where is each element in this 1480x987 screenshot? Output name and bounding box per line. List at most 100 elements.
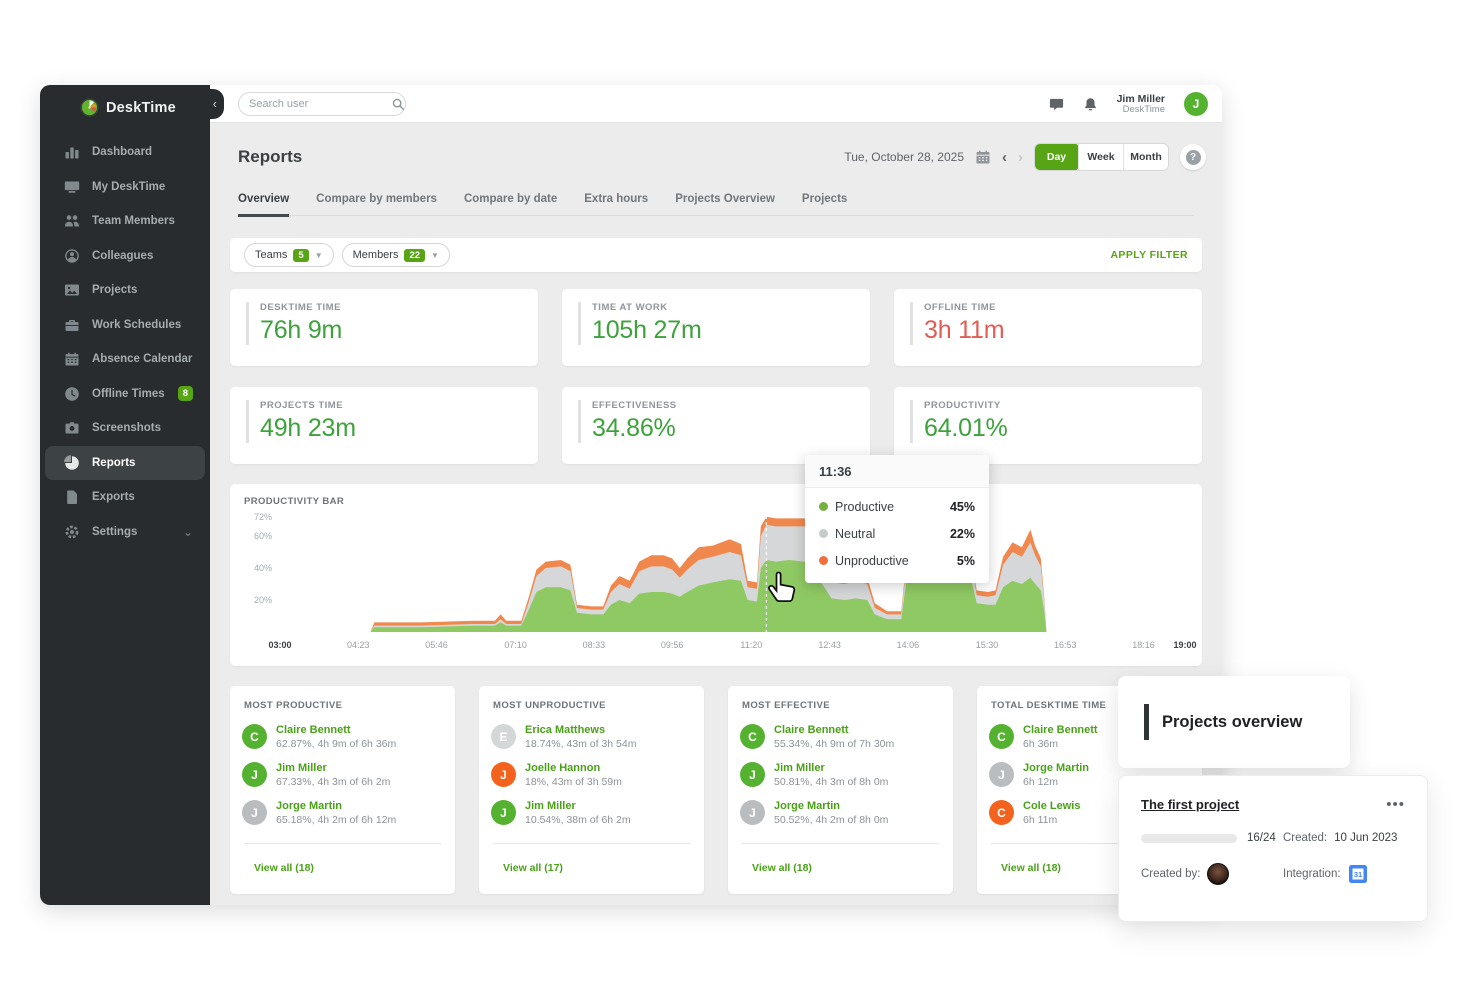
view-all-link[interactable]: View all (17) xyxy=(503,862,563,874)
view-all-link[interactable]: View all (18) xyxy=(752,862,812,874)
tooltip-label: Unproductive xyxy=(835,553,909,568)
avatar: J xyxy=(989,762,1014,787)
stat-value: 3h 11m xyxy=(924,316,1005,344)
avatar: J xyxy=(242,800,267,825)
teams-dropdown[interactable]: Teams 5 ▼ xyxy=(244,243,334,267)
sidebar-item-label: Reports xyxy=(92,456,136,469)
members-dropdown[interactable]: Members 22 ▼ xyxy=(341,243,450,267)
person-name[interactable]: Jorge Martin xyxy=(774,800,841,812)
search-input[interactable] xyxy=(249,98,391,110)
tooltip-value: 45% xyxy=(949,499,975,514)
topbar-right: Jim Miller DeskTime J xyxy=(1049,85,1208,123)
apply-filter-button[interactable]: APPLY FILTER xyxy=(1110,249,1188,261)
tab-extra-hours[interactable]: Extra hours xyxy=(584,193,649,205)
dashboard-icon xyxy=(64,144,80,160)
range-button-month[interactable]: Month xyxy=(1123,144,1168,170)
google-calendar-icon[interactable]: 31 xyxy=(1348,864,1368,884)
sidebar-item-screenshots[interactable]: Screenshots xyxy=(45,411,205,446)
avatar: C xyxy=(242,724,267,749)
x-tick-label: 15:30 xyxy=(975,640,999,650)
x-tick-label: 16:53 xyxy=(1054,640,1077,650)
help-button[interactable]: ? xyxy=(1180,144,1206,170)
person-name[interactable]: Jim Miller xyxy=(276,762,327,774)
person-row[interactable]: E Erica Matthews 18.74%, 43m of 3h 54m xyxy=(491,724,690,750)
tab-projects-overview[interactable]: Projects Overview xyxy=(675,193,775,205)
person-name[interactable]: Jorge Martin xyxy=(276,800,343,812)
user-avatar[interactable]: J xyxy=(1184,92,1208,116)
search-icon[interactable] xyxy=(391,97,405,111)
stat-card-time-at-work: TIME AT WORK 105h 27m xyxy=(562,289,870,366)
person-row[interactable]: J Jorge Martin 6h 12m xyxy=(989,762,1188,788)
person-name[interactable]: Claire Bennett xyxy=(276,724,351,736)
chat-icon[interactable] xyxy=(1049,97,1064,112)
topbar: Jim Miller DeskTime J xyxy=(210,85,1222,123)
person-row[interactable]: C Cole Lewis 6h 11m xyxy=(989,800,1188,826)
prev-day-button[interactable]: ‹ xyxy=(1002,148,1007,166)
tab-overview[interactable]: Overview xyxy=(238,193,290,217)
tab-projects[interactable]: Projects xyxy=(801,193,848,205)
person-row[interactable]: C Claire Bennett 6h 36m xyxy=(989,724,1188,750)
person-detail: 18.74%, 43m of 3h 54m xyxy=(525,738,637,750)
person-row[interactable]: J Jim Miller 10.54%, 38m of 6h 2m xyxy=(491,800,690,826)
avatar: J xyxy=(740,800,765,825)
avatar: J xyxy=(491,800,516,825)
person-detail: 50.81%, 4h 3m of 8h 0m xyxy=(774,776,889,788)
productivity-area-chart[interactable] xyxy=(280,504,1185,636)
sidebar-item-settings[interactable]: Settings ⌄ xyxy=(45,515,205,550)
bell-icon[interactable] xyxy=(1083,97,1098,112)
board-title: MOST PRODUCTIVE xyxy=(244,700,343,711)
user-info[interactable]: Jim Miller DeskTime xyxy=(1117,93,1165,116)
members-count-badge: 22 xyxy=(404,248,426,262)
person-name[interactable]: Jim Miller xyxy=(774,762,825,774)
person-name[interactable]: Claire Bennett xyxy=(1023,724,1098,736)
view-all-link[interactable]: View all (18) xyxy=(254,862,314,874)
person-name[interactable]: Erica Matthews xyxy=(525,724,606,736)
tab-compare-by-members[interactable]: Compare by members xyxy=(316,193,437,205)
person-row[interactable]: J Joelle Hannon 18%, 43m of 3h 59m xyxy=(491,762,690,788)
avatar: C xyxy=(989,800,1014,825)
monitor-icon xyxy=(64,179,80,195)
person-name[interactable]: Joelle Hannon xyxy=(525,762,601,774)
board-card-most-effective: MOST EFFECTIVE C Claire Bennett 55.34%, 4h … xyxy=(728,686,953,894)
stat-card-offline-time: OFFLINE TIME 3h 11m xyxy=(894,289,1202,366)
person-name[interactable]: Jim Miller xyxy=(525,800,576,812)
created-by-label: Created by: xyxy=(1141,868,1201,880)
sidebar-item-projects[interactable]: Projects xyxy=(45,273,205,308)
sidebar-item-work-schedules[interactable]: Work Schedules xyxy=(45,308,205,343)
sidebar-item-colleagues[interactable]: Colleagues xyxy=(45,239,205,274)
range-button-week[interactable]: Week xyxy=(1078,144,1123,170)
creator-avatar[interactable] xyxy=(1207,863,1230,885)
view-all-link[interactable]: View all (18) xyxy=(1001,862,1061,874)
person-name[interactable]: Cole Lewis xyxy=(1023,800,1081,812)
sidebar-collapse-button[interactable]: ‹ xyxy=(200,89,224,119)
tab-compare-by-date[interactable]: Compare by date xyxy=(463,193,558,205)
person-row[interactable]: C Claire Bennett 55.34%, 4h 9m of 7h 30m xyxy=(740,724,939,750)
chevron-down-icon: ⌄ xyxy=(182,524,193,539)
projects-overview-card[interactable]: Projects overview xyxy=(1118,676,1350,768)
project-title-link[interactable]: The first project xyxy=(1141,797,1240,812)
next-day-button[interactable]: › xyxy=(1018,148,1023,166)
stats-grid: DESKTIME TIME 76h 9m TIME AT WORK 105h 27m O… xyxy=(230,289,1202,464)
y-tick-label: 40% xyxy=(253,563,272,573)
sidebar-item-team-members[interactable]: Team Members xyxy=(45,204,205,239)
person-name[interactable]: Claire Bennett xyxy=(774,724,849,736)
sidebar-item-reports[interactable]: Reports xyxy=(45,445,205,480)
calendar-picker-icon[interactable] xyxy=(975,149,991,165)
person-row[interactable]: J Jim Miller 67.33%, 4h 3m of 6h 2m xyxy=(242,762,441,788)
person-name[interactable]: Jorge Martin xyxy=(1023,762,1090,774)
sidebar-item-offline-times[interactable]: Offline Times 8 xyxy=(45,377,205,412)
sidebar-item-absence-calendar[interactable]: Absence Calendar xyxy=(45,342,205,377)
sidebar-item-exports[interactable]: Exports xyxy=(45,480,205,515)
sidebar-item-dashboard[interactable]: Dashboard xyxy=(45,135,205,170)
person-row[interactable]: J Jorge Martin 50.52%, 4h 2m of 8h 0m xyxy=(740,800,939,826)
avatar: J xyxy=(242,762,267,787)
person-row[interactable]: J Jorge Martin 65.18%, 4h 2m of 6h 12m xyxy=(242,800,441,826)
board-title: MOST UNPRODUCTIVE xyxy=(493,700,606,711)
sidebar-item-my-desktime[interactable]: My DeskTime xyxy=(45,170,205,205)
ellipsis-menu-icon[interactable]: ••• xyxy=(1386,795,1405,813)
person-row[interactable]: C Claire Bennett 62.87%, 4h 9m of 6h 36m xyxy=(242,724,441,750)
x-tick-label: 05:46 xyxy=(425,640,448,650)
range-button-day[interactable]: Day xyxy=(1035,144,1079,170)
sidebar-item-label: Screenshots xyxy=(92,422,162,435)
person-row[interactable]: J Jim Miller 50.81%, 4h 3m of 8h 0m xyxy=(740,762,939,788)
